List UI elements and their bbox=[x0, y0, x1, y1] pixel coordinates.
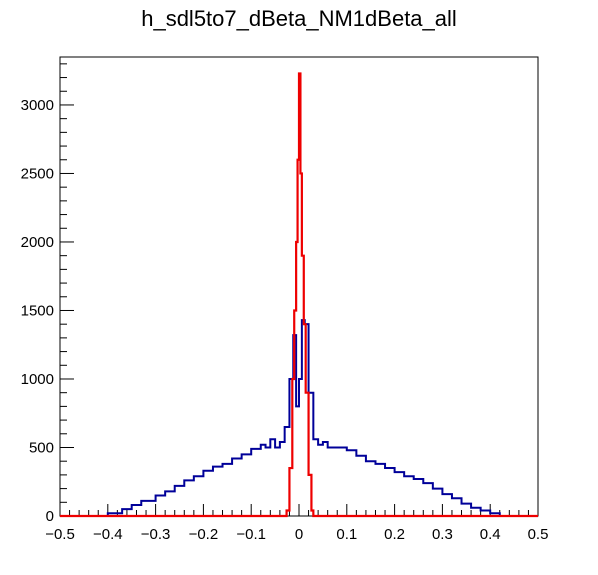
x-tick-label: 0.4 bbox=[480, 526, 501, 543]
y-tick-label: 1000 bbox=[21, 371, 54, 388]
series-line-blue bbox=[60, 319, 538, 517]
series-line-red bbox=[60, 72, 538, 518]
x-tick-label: 0 bbox=[295, 526, 303, 543]
y-tick-label: 0 bbox=[46, 508, 54, 525]
y-tick-label: 3000 bbox=[21, 97, 54, 114]
x-tick-label: −0.5 bbox=[45, 526, 75, 543]
x-tick-label: −0.1 bbox=[236, 526, 266, 543]
y-tick-label: 500 bbox=[29, 439, 54, 456]
x-tick-label: −0.4 bbox=[93, 526, 123, 543]
x-tick-label: −0.2 bbox=[189, 526, 219, 543]
x-tick-label: 0.1 bbox=[336, 526, 357, 543]
x-tick-label: 0.5 bbox=[528, 526, 549, 543]
y-tick-label: 1500 bbox=[21, 302, 54, 319]
x-tick-label: 0.2 bbox=[384, 526, 405, 543]
y-tick-label: 2000 bbox=[21, 234, 54, 251]
x-tick-label: −0.3 bbox=[141, 526, 171, 543]
x-tick-label: 0.3 bbox=[432, 526, 453, 543]
chart-title: h_sdl5to7_dBeta_NM1dBeta_all bbox=[141, 6, 457, 31]
series-layer bbox=[60, 72, 538, 518]
axis-tick-labels: −0.5 −0.4 −0.3 −0.2 −0.1 0 0.1 0.2 0.3 0.4 0.5 0 500… bbox=[21, 97, 549, 543]
y-tick-label: 2500 bbox=[21, 165, 54, 182]
